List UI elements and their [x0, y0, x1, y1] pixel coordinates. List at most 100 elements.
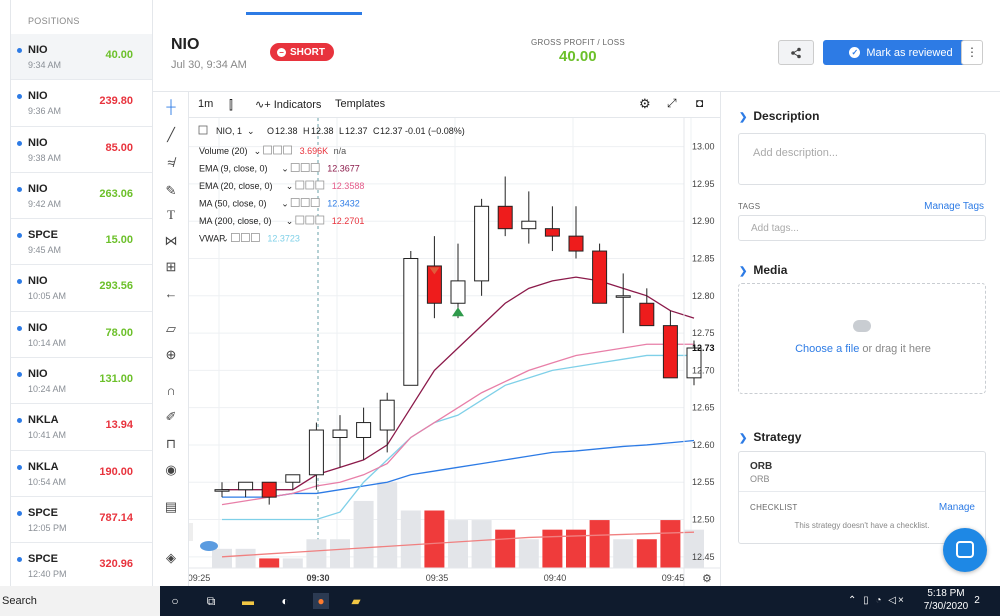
active-tab-indicator: [246, 12, 362, 15]
share-button[interactable]: [778, 40, 814, 65]
media-section-header[interactable]: ❯ Media: [739, 263, 787, 277]
chevron-down-icon: ⌄: [221, 234, 229, 244]
zoom-in-icon[interactable]: ⊕: [165, 347, 177, 362]
position-item[interactable]: NIO 9:42 AM 263.06: [11, 173, 152, 220]
chat-support-button[interactable]: [943, 528, 987, 572]
minus-circle-icon: −: [277, 47, 286, 57]
drag-hint: or drag it here: [862, 343, 931, 355]
position-symbol: NIO: [28, 275, 48, 288]
brush-icon[interactable]: ✎: [165, 183, 177, 198]
indicator-extra: n/a: [334, 146, 347, 156]
position-item[interactable]: NIO 9:34 AM 40.00: [11, 34, 152, 81]
chat-icon: [956, 541, 974, 558]
trade-date: Jul 30, 9:34 AM: [171, 59, 247, 71]
position-item[interactable]: NIO 10:24 AM 131.00: [11, 358, 152, 405]
file-explorer-icon[interactable]: ▬: [242, 594, 254, 608]
chevron-down-icon: ⌄: [247, 126, 255, 136]
mark-as-reviewed-button[interactable]: ✓ Mark as reviewed: [823, 40, 979, 65]
description-field[interactable]: Add description...: [738, 133, 986, 185]
candle-type-icon[interactable]: ⫿: [229, 98, 233, 112]
volume-bar: [684, 529, 704, 568]
taskbar-search[interactable]: Search: [0, 586, 160, 616]
drawing-toolbar: ┼ ╱ ≉ ✎ T ⋈ ⊞ ← ▱ ⊕ ∩ ✐ ⊓ ◉ ▤ ◈: [153, 92, 189, 586]
strategy-name[interactable]: ORB: [750, 461, 773, 472]
crosshair-icon[interactable]: ┼: [166, 99, 176, 114]
indicator-value: 12.3588: [332, 181, 365, 191]
firefox-icon[interactable]: ●: [313, 593, 329, 609]
back-arrow-icon[interactable]: ←: [164, 286, 178, 301]
camera-icon[interactable]: ◘: [696, 96, 704, 110]
strategy-title: Strategy: [753, 430, 802, 444]
clock-time[interactable]: 5:18 PM: [927, 588, 965, 599]
clock-date[interactable]: 7/30/2020: [923, 601, 969, 612]
position-item[interactable]: NIO 9:36 AM 239.80: [11, 80, 152, 127]
templates-button[interactable]: Templates: [335, 98, 386, 110]
prediction-icon[interactable]: ⊞: [165, 259, 177, 274]
candle-body: [592, 250, 608, 304]
volume-bar: [259, 558, 280, 568]
indicator-value: 12.3677: [327, 164, 360, 174]
interval-button[interactable]: 1m: [198, 98, 214, 110]
system-tray-icons[interactable]: ⌃ ▯ ◔ ◁×: [848, 595, 906, 606]
position-item[interactable]: SPCE 12:40 PM 320.96: [11, 543, 152, 586]
task-view-icon[interactable]: ⧉: [206, 594, 216, 608]
position-pl: 85.00: [105, 141, 133, 154]
position-item[interactable]: NIO 9:38 AM 85.00: [11, 127, 152, 173]
pattern-icon[interactable]: ⋈: [164, 233, 178, 248]
cortana-icon[interactable]: ○: [171, 594, 179, 608]
legend-change: -0.01 (−0.08%): [405, 126, 465, 136]
position-symbol: NKLA: [28, 460, 59, 473]
eye-icon[interactable]: ◉: [165, 462, 177, 477]
position-item[interactable]: NKLA 10:41 AM 13.94: [11, 404, 152, 451]
share-icon: [791, 47, 801, 58]
unlock-icon[interactable]: ⊓: [165, 436, 177, 451]
position-item[interactable]: NIO 10:14 AM 78.00: [11, 312, 152, 359]
candle-body: [474, 205, 490, 282]
price-chart[interactable]: 13.00 12.95 12.90 12.85 12.80 12.75 12.70 12.65…: [189, 118, 720, 586]
fullscreen-icon[interactable]: ⤢: [667, 96, 677, 110]
paint-app-icon[interactable]: ◐: [281, 594, 289, 608]
volume-bar: [495, 529, 516, 568]
media-title: Media: [753, 263, 788, 277]
lock-drawing-icon[interactable]: ✐: [165, 409, 177, 424]
position-item[interactable]: SPCE 9:45 AM 15.00: [11, 219, 152, 266]
trade-symbol-title: NIO: [171, 36, 200, 53]
position-item[interactable]: NKLA 10:54 AM 190.00: [11, 451, 152, 497]
vwap-line: [222, 354, 694, 521]
positions-header: POSITIONS: [28, 16, 80, 26]
checklist-manage-link[interactable]: Manage: [938, 502, 975, 513]
ruler-icon[interactable]: ▱: [166, 321, 176, 336]
chevron-down-icon: ❯: [739, 112, 748, 123]
indicators-button[interactable]: ∿+ Indicators: [255, 98, 321, 111]
text-tool-icon[interactable]: T: [167, 207, 175, 222]
volume-bar: [448, 520, 468, 568]
legend-o-label: O: [267, 126, 274, 136]
time-tick-label: 09:25: [189, 573, 210, 583]
position-dot: [17, 140, 22, 146]
indicators-label: Indicators: [273, 99, 322, 111]
settings-gear-icon[interactable]: ⚙: [639, 96, 651, 111]
media-dropzone[interactable]: Choose a file or drag it here: [738, 283, 986, 394]
position-item[interactable]: SPCE 12:05 PM 787.14: [11, 497, 152, 544]
indicator-label: EMA (9, close, 0): [199, 164, 268, 174]
more-options-button[interactable]: ⋮: [961, 40, 983, 65]
trendline-icon[interactable]: ╱: [167, 127, 175, 142]
tags-input[interactable]: Add tags...: [738, 215, 986, 241]
fib-icon[interactable]: ≉: [167, 155, 175, 170]
checklist-label: CHECKLIST: [750, 503, 798, 512]
position-item[interactable]: NIO 10:05 AM 293.56: [11, 265, 152, 312]
description-title: Description: [753, 109, 820, 123]
notification-center-icon[interactable]: 2: [974, 595, 980, 606]
layers-icon[interactable]: ◈: [166, 550, 176, 565]
tags-label: TAGS: [738, 202, 761, 211]
trash-icon[interactable]: ▤: [164, 499, 178, 514]
manage-tags-link[interactable]: Manage Tags: [924, 201, 984, 212]
choose-file-link[interactable]: Choose a file: [795, 343, 860, 355]
magnet-icon[interactable]: ∩: [166, 383, 176, 398]
position-symbol: SPCE: [28, 229, 58, 242]
volume-bar: [282, 558, 303, 568]
excel-like-app-icon[interactable]: ▰: [351, 594, 361, 608]
price-tick-label: 12.50: [692, 515, 715, 525]
description-section-header[interactable]: ❯ Description: [739, 109, 819, 123]
strategy-section-header[interactable]: ❯ Strategy: [739, 430, 801, 444]
